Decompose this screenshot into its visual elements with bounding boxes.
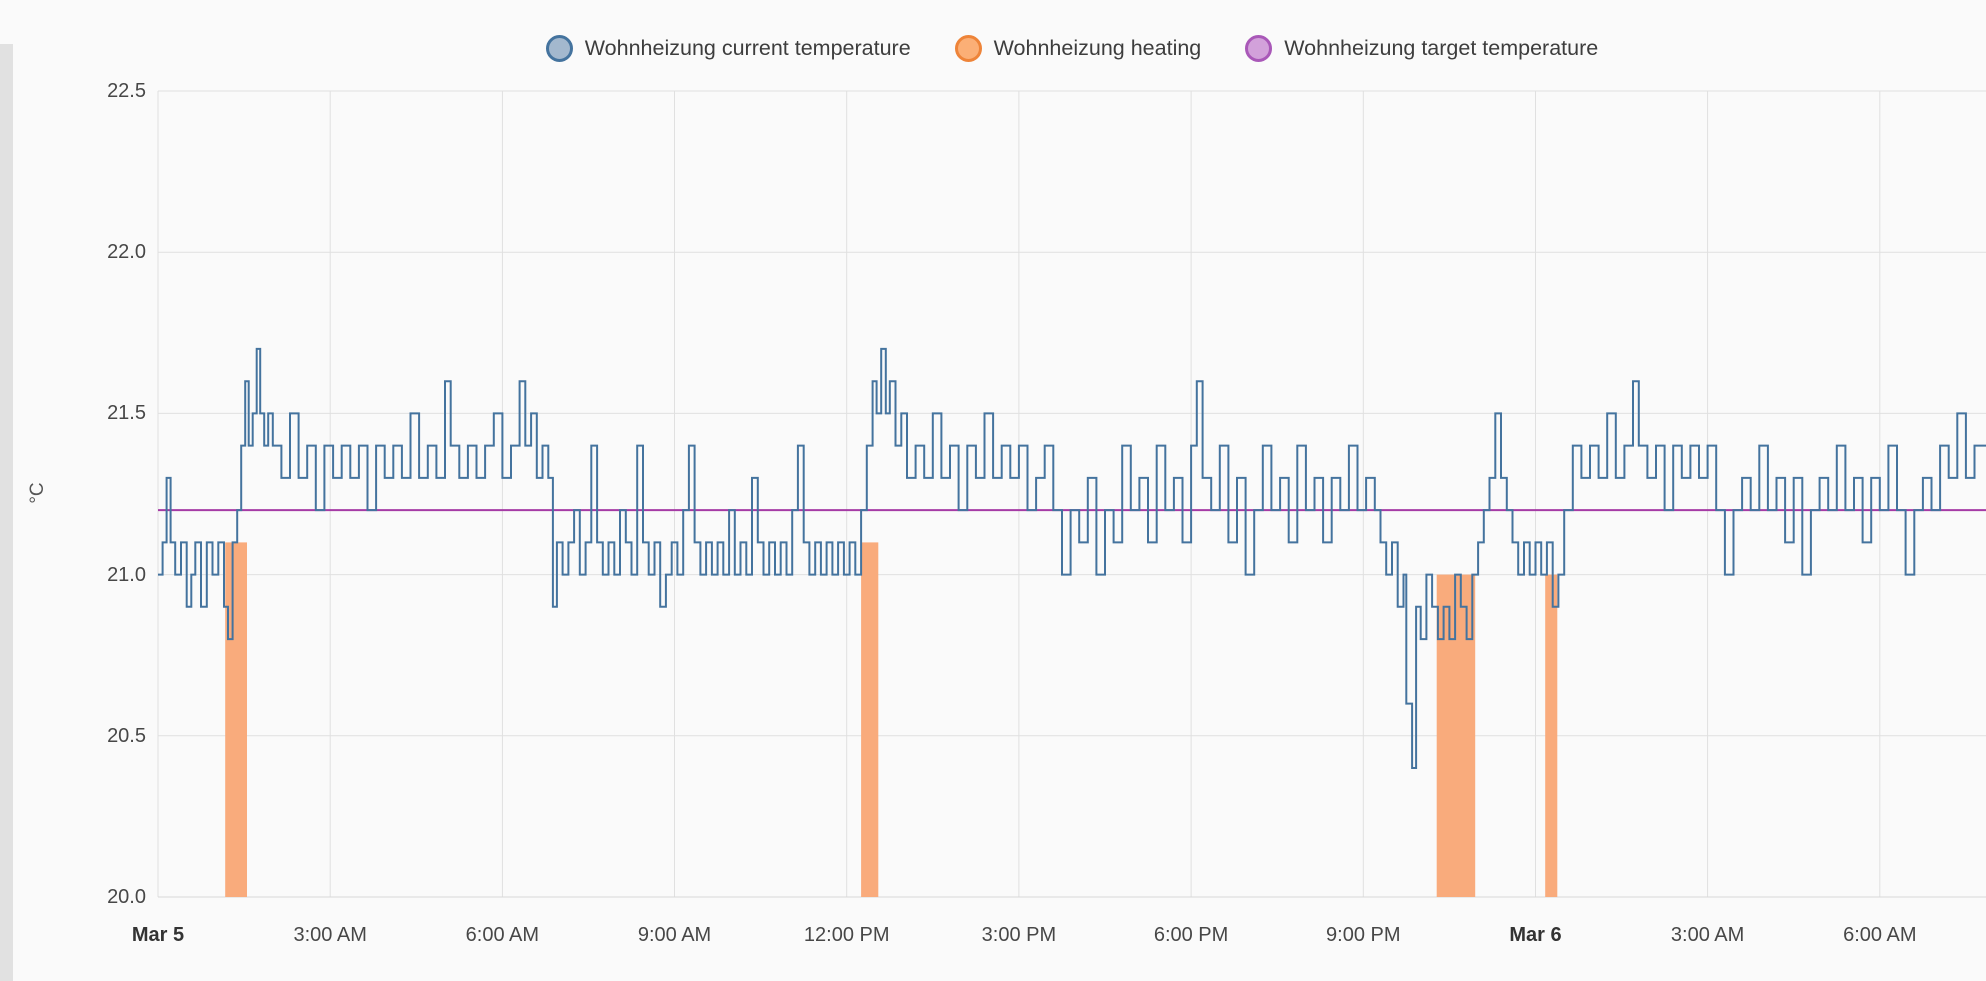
x-tick-label: 6:00 PM bbox=[1153, 924, 1229, 946]
heating-bar bbox=[1545, 574, 1558, 897]
legend-item-1[interactable]: Wohnheizung heating bbox=[954, 34, 1202, 62]
y-tick-label: 21.0 bbox=[107, 563, 146, 586]
current-temperature-line bbox=[158, 347, 1986, 769]
heating-bar bbox=[861, 542, 879, 897]
legend-label: Wohnheizung current temperature bbox=[584, 35, 911, 60]
x-tick-label-date: Mar 5 bbox=[131, 924, 185, 946]
y-tick-label: 22.5 bbox=[107, 80, 146, 102]
chart-legend: Wohnheizung current temperature Wohnheizu… bbox=[158, 28, 1986, 68]
x-tick-label: 3:00 PM bbox=[981, 924, 1057, 946]
legend-item-0[interactable]: Wohnheizung current temperature bbox=[545, 34, 911, 62]
legend-label: Wohnheizung target temperature bbox=[1284, 35, 1599, 60]
legend-marker-icon bbox=[954, 34, 982, 62]
x-tick-label: 12:00 PM bbox=[803, 924, 890, 946]
x-tick-label: 9:00 PM bbox=[1326, 924, 1401, 946]
y-axis-title: °C bbox=[27, 482, 48, 504]
x-tick-label: 3:00 AM bbox=[293, 924, 367, 946]
x-tick-label: 9:00 AM bbox=[637, 924, 712, 946]
page-edge-strip bbox=[0, 44, 13, 981]
heating-bar bbox=[225, 542, 247, 897]
y-tick-label: 20.5 bbox=[107, 724, 146, 747]
y-tick-label: 22.0 bbox=[107, 241, 146, 264]
x-tick-label: 6:00 AM bbox=[465, 924, 540, 946]
x-tick-label: 6:00 AM bbox=[1843, 924, 1917, 946]
legend-marker-icon bbox=[1245, 34, 1273, 62]
x-tick-label-date: Mar 6 bbox=[1509, 924, 1562, 946]
x-tick-label: 3:00 AM bbox=[1670, 924, 1745, 946]
legend-marker-icon bbox=[545, 34, 573, 62]
legend-label: Wohnheizung heating bbox=[993, 35, 1202, 60]
y-tick-label: 20.0 bbox=[107, 886, 146, 908]
y-tick-label: 21.5 bbox=[107, 402, 146, 425]
legend-item-2[interactable]: Wohnheizung target temperature bbox=[1245, 34, 1599, 62]
